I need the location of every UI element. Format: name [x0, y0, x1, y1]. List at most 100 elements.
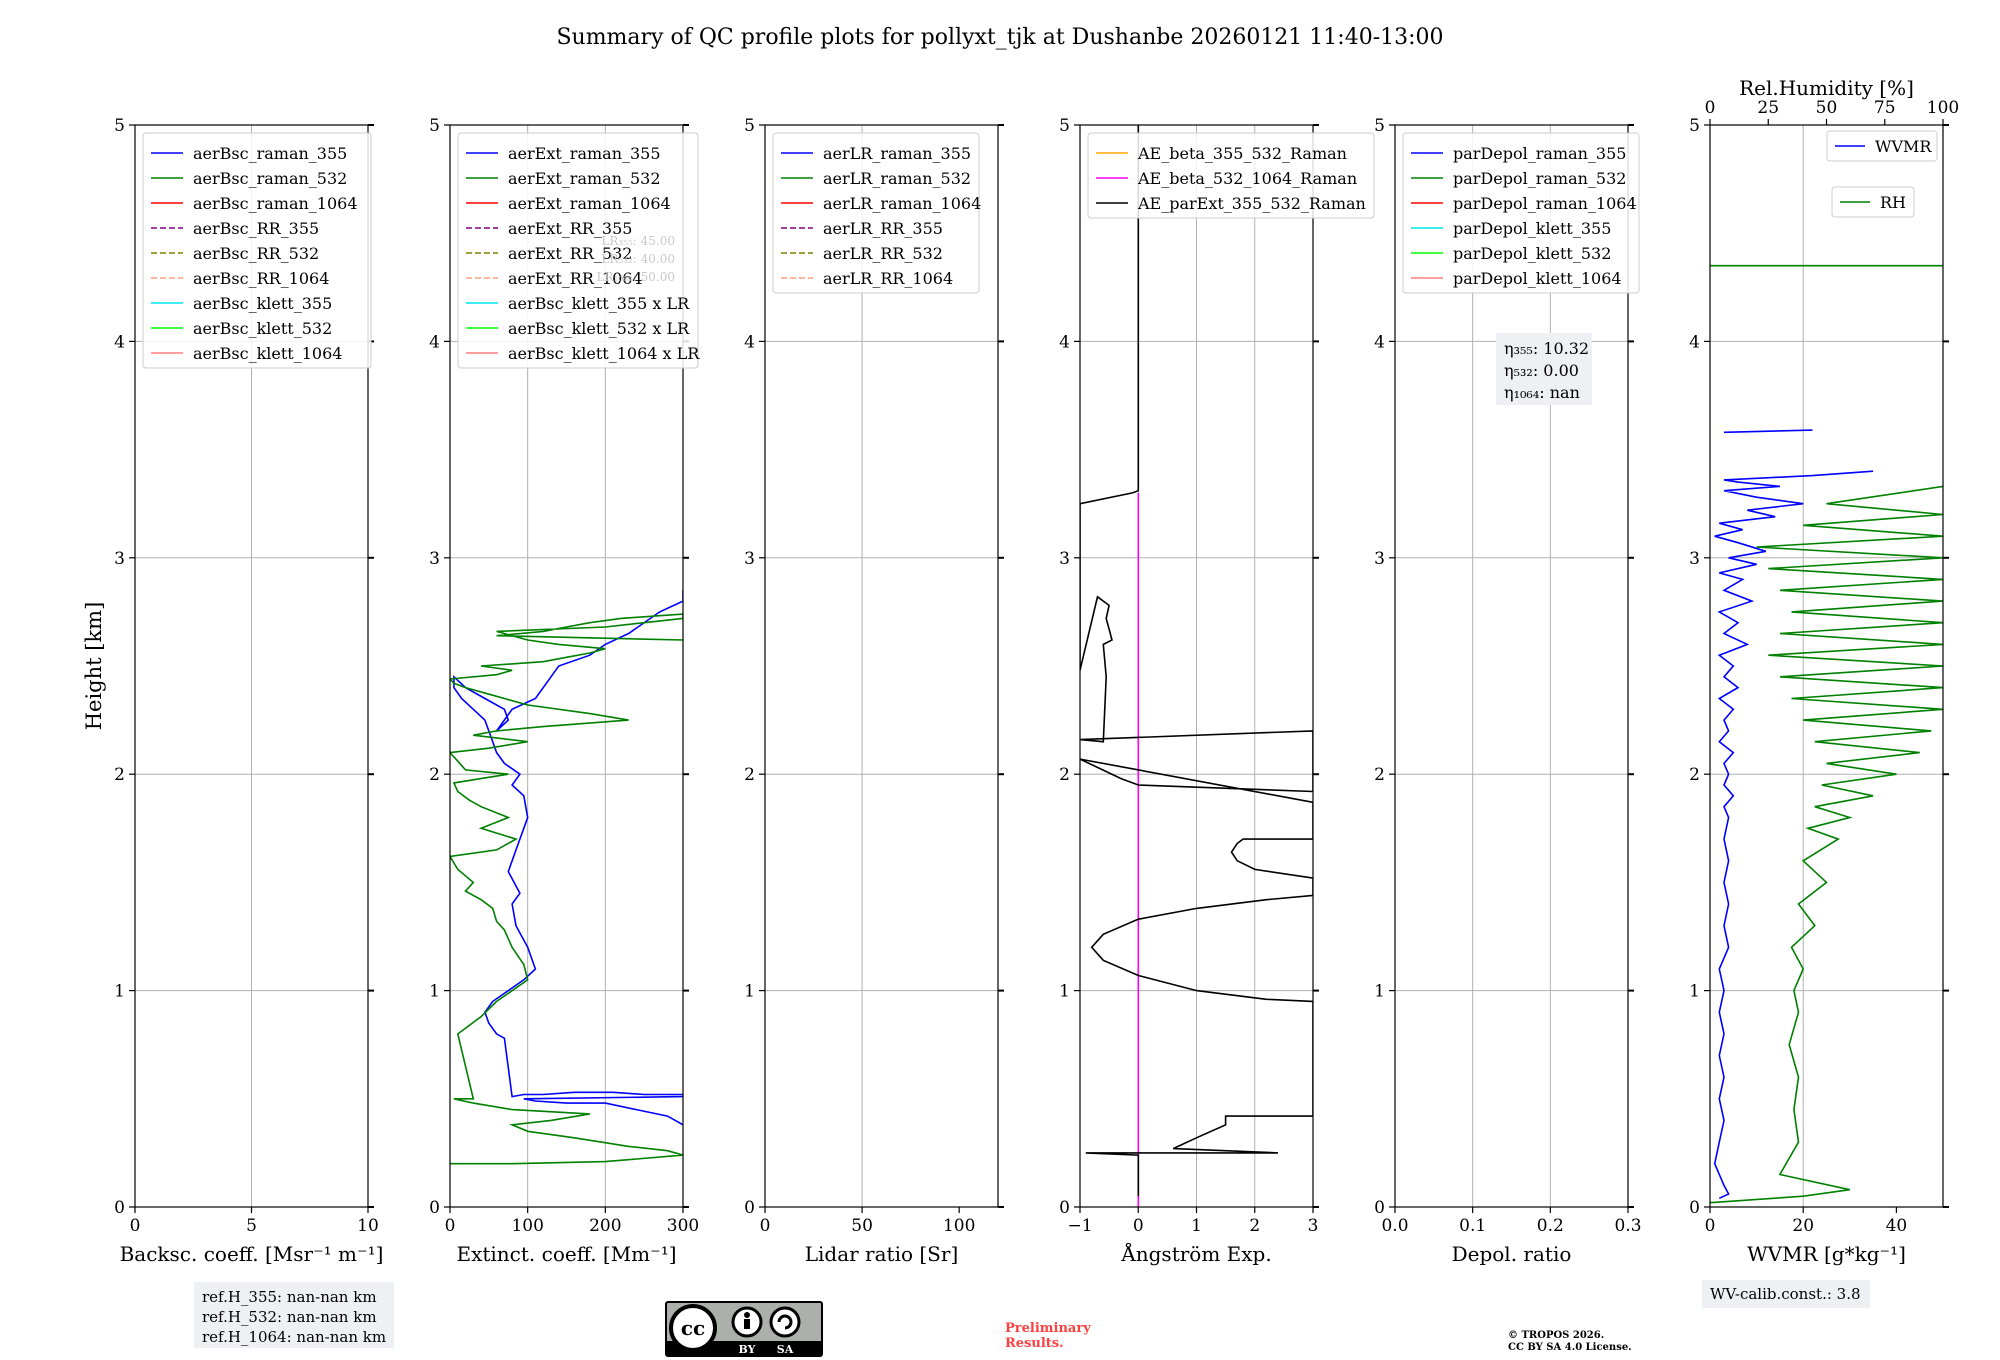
legend-label: aerLR_RR_355 — [823, 219, 943, 238]
wv-calib-background — [1702, 1280, 1870, 1308]
legend-box — [1826, 130, 1938, 162]
panel-depol: 0.0 0.1 0.2 0.3 0 1 2 3 4 5 Depol. ratio parDepol_r… — [1374, 116, 1641, 1266]
legend-label: aerBsc_klett_1064 — [193, 344, 342, 363]
legend-box — [1402, 132, 1640, 294]
legend-box — [457, 132, 699, 369]
y-tick-label: 1 — [114, 982, 125, 1002]
series-line-WVMR — [1713, 470, 1874, 1200]
x-tick-label: 20 — [1792, 1216, 1814, 1236]
legend-label: aerBsc_klett_355 x LR — [508, 294, 690, 313]
x-tick-label: 300 — [667, 1216, 699, 1236]
series-group — [450, 590, 683, 1165]
x-tick-label: 1 — [1191, 1216, 1202, 1236]
legend-depol: parDepol_raman_355 parDepol_raman_532 parD… — [1402, 132, 1640, 294]
legend-ext: aerExt_raman_355 aerExt_raman_532 aerExt_r… — [457, 132, 700, 369]
eta-text: η₃₅₅: 10.32 — [1504, 339, 1589, 358]
x-axis-label: WVMR [g*kg⁻¹] — [1747, 1242, 1906, 1266]
legend-label: aerLR_raman_532 — [823, 169, 971, 188]
copyright-note: © TROPOS 2026. CC BY SA 4.0 License. — [1508, 1330, 1632, 1353]
legend-label: aerExt_raman_355 — [508, 144, 661, 163]
lr-annotation-text: LR₅₃₂: 40.00 — [601, 252, 675, 266]
top-x-axis-label: Rel.Humidity [%] — [1739, 76, 1914, 100]
y-tick-label: 4 — [1689, 332, 1700, 352]
ref-height-355: ref.H_355: nan-nan km — [202, 1288, 377, 1306]
x-tick-label: 40 — [1886, 1216, 1908, 1236]
y-tick-label: 2 — [1059, 765, 1070, 785]
y-tick-label: 2 — [744, 765, 755, 785]
top-x-tick-label: 75 — [1874, 98, 1896, 118]
legend-label: aerLR_raman_355 — [823, 144, 971, 163]
y-tick-label: 0 — [1689, 1198, 1700, 1218]
panel-lr: 0 50 100 0 1 2 3 4 5 Lidar ratio [Sr] aerLR_raman_… — [744, 116, 1004, 1266]
y-tick-label: 2 — [114, 765, 125, 785]
y-tick-label: 2 — [1689, 765, 1700, 785]
top-x-tick-label: 50 — [1816, 98, 1838, 118]
legend-label: aerExt_RR_532 — [508, 244, 632, 263]
ref-heights-background — [194, 1282, 394, 1348]
x-tick-label: 100 — [511, 1216, 543, 1236]
x-tick-label: 0 — [445, 1216, 456, 1236]
legend-label: aerLR_RR_1064 — [823, 269, 953, 288]
x-tick-label: 0.3 — [1614, 1216, 1641, 1236]
x-axis-label: Ångström Exp. — [1120, 1241, 1271, 1266]
legend-label: parDepol_klett_1064 — [1453, 269, 1622, 288]
sa-arrow-icon — [777, 1314, 793, 1330]
cc-license-badge: cc BY SA — [665, 1301, 823, 1357]
copyright-line-1: © TROPOS 2026. — [1508, 1330, 1604, 1341]
legend-label: aerExt_RR_1064 — [508, 269, 643, 288]
y-tick-label: 4 — [1059, 332, 1070, 352]
y-tick-label: 5 — [1374, 116, 1385, 136]
badge-sa-label: SA — [777, 1343, 794, 1356]
y-tick-label: 1 — [1059, 982, 1070, 1002]
y-tick-label: 4 — [1374, 332, 1385, 352]
series-group — [1080, 125, 1313, 1207]
y-tick-label: 3 — [429, 549, 440, 569]
x-tick-label: 200 — [589, 1216, 621, 1236]
series-group — [1710, 264, 1943, 1204]
x-tick-label: 0 — [1705, 1216, 1716, 1236]
x-tick-label: 0.2 — [1537, 1216, 1564, 1236]
cc-logo-text: cc — [681, 1316, 705, 1340]
legend-label: aerLR_raman_1064 — [823, 194, 981, 213]
y-tick-label: 1 — [744, 982, 755, 1002]
axes-frame — [1709, 124, 1944, 1208]
legend-label: aerBsc_RR_1064 — [193, 269, 329, 288]
ref-height-532: ref.H_532: nan-nan km — [202, 1308, 377, 1326]
legend-box — [142, 132, 372, 369]
top-x-tick-label: 0 — [1705, 98, 1716, 118]
by-person-body — [744, 1319, 750, 1329]
legend-box — [772, 132, 980, 294]
legend-ae: AE_beta_355_532_Raman AE_beta_532_1064_Ra… — [1087, 132, 1375, 219]
y-tick-label: 5 — [1059, 116, 1070, 136]
legend-label: aerExt_raman_532 — [508, 169, 661, 188]
badge-by-label: BY — [739, 1343, 756, 1356]
legend-label: aerLR_RR_532 — [823, 244, 943, 263]
legend-box — [1831, 186, 1915, 218]
legend-label: aerBsc_RR_532 — [193, 244, 319, 263]
top-x-tick-label: 100 — [1927, 98, 1959, 118]
x-tick-label: 0 — [130, 1216, 141, 1236]
x-axis-label: Depol. ratio — [1452, 1242, 1572, 1266]
legend-label: AE_beta_355_532_Raman — [1137, 144, 1347, 163]
x-tick-label: 5 — [246, 1216, 257, 1236]
copyright-line-2: CC BY SA 4.0 License. — [1508, 1342, 1632, 1353]
x-tick-label: 0 — [1133, 1216, 1144, 1236]
legend-wvmr: WVMR — [1826, 130, 1938, 162]
panel-bsc: 0 5 10 0 1 2 3 4 5 Backsc. coeff. [Msr⁻¹ m⁻¹] Heig… — [82, 116, 383, 1266]
y-tick-label: 4 — [114, 332, 125, 352]
panel-wv: 0 20 40 0 1 2 3 4 5 WVMR [g*kg⁻¹] 0 25 50 75 100 Rel.Hu… — [1689, 76, 1959, 1266]
panel-ext: 0 100 200 300 0 1 2 3 4 5 Extinct. coeff. [Mm⁻¹] ae… — [429, 116, 700, 1266]
legend-label: aerBsc_klett_532 — [193, 319, 332, 338]
y-tick-label: 0 — [1374, 1198, 1385, 1218]
series-line-aerExt_raman_532 — [450, 613, 683, 1165]
series-line-AE_parExt_355_532_Raman — [1080, 125, 1313, 1197]
x-tick-label: 100 — [943, 1216, 975, 1236]
x-axis-label: Lidar ratio [Sr] — [805, 1242, 959, 1266]
sa-share-icon — [769, 1306, 801, 1338]
top-x-tick-label: 25 — [1757, 98, 1779, 118]
x-tick-label: 2 — [1249, 1216, 1260, 1236]
legend-label: aerBsc_klett_1064 x LR — [508, 344, 700, 363]
y-tick-label: 4 — [429, 332, 440, 352]
y-tick-label: 3 — [1374, 549, 1385, 569]
